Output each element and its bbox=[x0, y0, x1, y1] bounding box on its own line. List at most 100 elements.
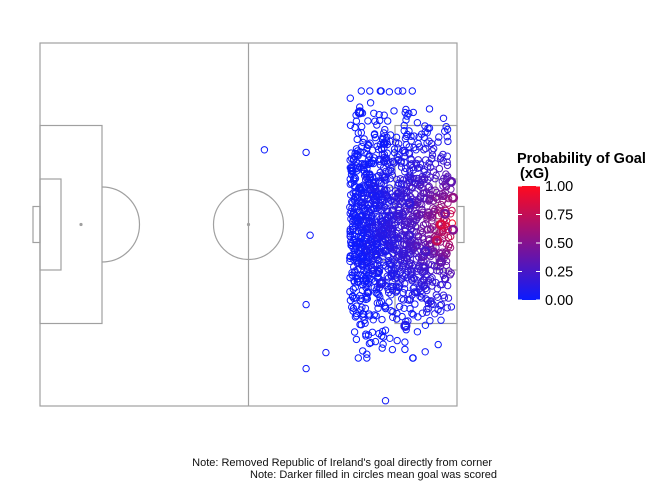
shot-point bbox=[359, 225, 367, 234]
shot-point bbox=[380, 111, 388, 119]
shot-point bbox=[432, 235, 443, 246]
shot-point bbox=[409, 311, 417, 319]
shot-point bbox=[363, 257, 371, 266]
shot-point bbox=[322, 348, 330, 357]
right-goal bbox=[456, 205, 465, 244]
shot-point bbox=[428, 217, 436, 225]
shot-point bbox=[447, 303, 456, 311]
shot-point bbox=[362, 213, 371, 221]
shot-point bbox=[434, 340, 442, 349]
shot-point bbox=[447, 224, 459, 235]
shot-point bbox=[388, 216, 396, 224]
shot-point bbox=[375, 232, 383, 240]
shot-point bbox=[434, 138, 442, 146]
shot-point bbox=[410, 174, 418, 183]
shot-point bbox=[302, 300, 310, 309]
shot-point bbox=[439, 182, 447, 190]
shot-point bbox=[418, 224, 426, 232]
shot-point bbox=[402, 262, 410, 271]
shot-point bbox=[363, 354, 371, 362]
shot-point bbox=[446, 210, 455, 218]
shot-point bbox=[420, 194, 428, 202]
shot-point bbox=[359, 138, 367, 147]
shot-point bbox=[356, 271, 364, 279]
shot-point bbox=[411, 289, 420, 297]
shot-point bbox=[359, 347, 367, 355]
shot-point bbox=[436, 219, 447, 230]
shot-point bbox=[374, 240, 382, 248]
shot-point bbox=[348, 217, 357, 226]
shot-point bbox=[384, 198, 393, 206]
shot-point bbox=[354, 275, 362, 283]
shot-point bbox=[354, 354, 362, 362]
shot-point bbox=[431, 186, 439, 194]
shot-point bbox=[375, 157, 384, 165]
shot-point bbox=[395, 209, 403, 218]
shot-point bbox=[440, 208, 451, 219]
shot-point bbox=[443, 249, 451, 258]
shot-point bbox=[360, 160, 368, 168]
shot-point bbox=[372, 198, 380, 207]
shot-point bbox=[356, 103, 364, 111]
shot-point bbox=[443, 161, 452, 170]
shot-point bbox=[436, 154, 445, 163]
shot-point bbox=[361, 319, 369, 327]
shot-point bbox=[378, 315, 386, 324]
shot-point bbox=[354, 107, 365, 118]
shot-point bbox=[415, 143, 424, 151]
shot-point bbox=[399, 87, 407, 95]
shot-point bbox=[347, 191, 355, 199]
shot-point bbox=[390, 244, 398, 252]
legend-title-line1: Probability of Goal bbox=[517, 151, 646, 167]
shot-point bbox=[442, 240, 450, 248]
shot-point bbox=[418, 309, 427, 317]
shot-point bbox=[440, 274, 449, 283]
shot-point bbox=[400, 240, 409, 248]
shot-point bbox=[360, 204, 369, 213]
shot-point bbox=[413, 267, 421, 275]
shot-point bbox=[418, 228, 427, 237]
shot-point bbox=[370, 311, 378, 319]
shot-point bbox=[439, 114, 448, 123]
shot-point bbox=[365, 310, 373, 318]
shot-point bbox=[411, 300, 419, 308]
shot-point bbox=[433, 266, 441, 275]
shot-point bbox=[425, 105, 434, 113]
shot-point bbox=[387, 273, 396, 281]
shot-point bbox=[395, 252, 403, 261]
shot-point bbox=[385, 88, 394, 96]
center-spot bbox=[246, 222, 251, 227]
shot-point bbox=[414, 177, 422, 185]
shot-point bbox=[379, 238, 387, 246]
shot-point bbox=[393, 309, 401, 318]
shot-point bbox=[420, 258, 428, 266]
shot-point bbox=[374, 266, 382, 274]
shot-point bbox=[358, 303, 366, 311]
shot-point bbox=[434, 293, 442, 301]
shot-point bbox=[420, 276, 428, 284]
shot-point bbox=[385, 224, 393, 232]
legend-tick-label: 1.00 bbox=[545, 179, 573, 195]
shot-point bbox=[408, 87, 416, 95]
shot-point bbox=[436, 256, 447, 268]
shot-point bbox=[408, 309, 416, 318]
shot-point bbox=[407, 155, 415, 163]
shot-point bbox=[418, 184, 426, 192]
shot-point bbox=[390, 159, 399, 167]
shot-point bbox=[364, 117, 372, 125]
shot-point bbox=[370, 131, 379, 139]
shot-point bbox=[431, 193, 440, 202]
shot-point bbox=[423, 226, 431, 234]
shot-point bbox=[381, 326, 390, 334]
shot-point bbox=[445, 240, 454, 249]
shot-point bbox=[388, 278, 396, 286]
shot-point bbox=[366, 99, 375, 107]
shot-point bbox=[419, 233, 427, 241]
shot-point bbox=[418, 175, 426, 183]
shot-point bbox=[431, 175, 439, 183]
shot-point bbox=[400, 127, 408, 135]
shot-point bbox=[355, 227, 363, 236]
shot-point bbox=[400, 121, 408, 130]
shot-point bbox=[380, 230, 388, 238]
shot-point bbox=[355, 198, 363, 206]
